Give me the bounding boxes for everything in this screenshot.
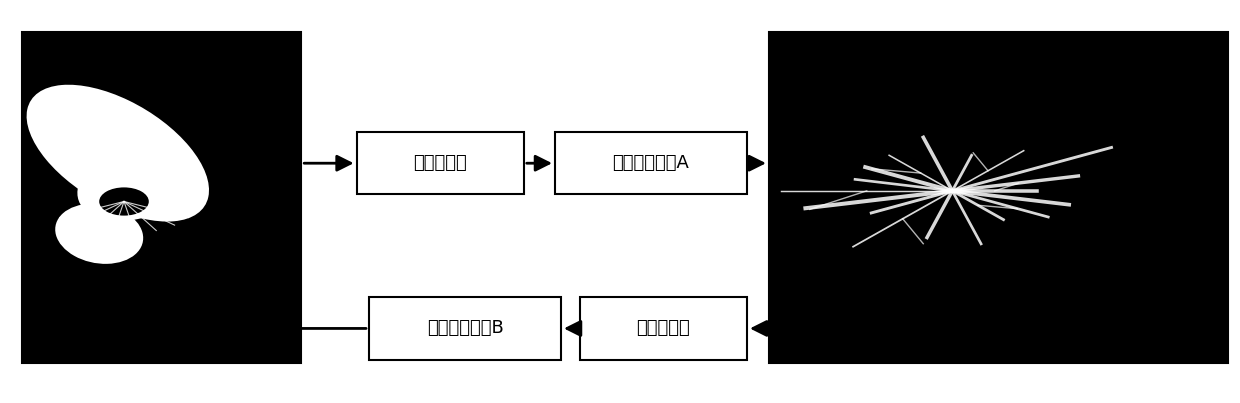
Text: 图像预处理: 图像预处理 — [636, 320, 691, 337]
FancyBboxPatch shape — [580, 297, 746, 359]
Text: 图像预处理: 图像预处理 — [413, 154, 467, 172]
FancyBboxPatch shape — [556, 132, 746, 195]
Text: 卷积神经网络A: 卷积神经网络A — [613, 154, 689, 172]
FancyBboxPatch shape — [357, 132, 523, 195]
Bar — [22, 32, 301, 363]
Ellipse shape — [77, 141, 196, 221]
Ellipse shape — [56, 204, 143, 264]
Ellipse shape — [99, 187, 149, 216]
Text: 预测结果:PLUS: 预测结果:PLUS — [91, 319, 192, 338]
Bar — [769, 32, 1228, 363]
Text: 卷积神经网络B: 卷积神经网络B — [427, 320, 503, 337]
Ellipse shape — [26, 85, 210, 222]
FancyBboxPatch shape — [370, 297, 560, 359]
